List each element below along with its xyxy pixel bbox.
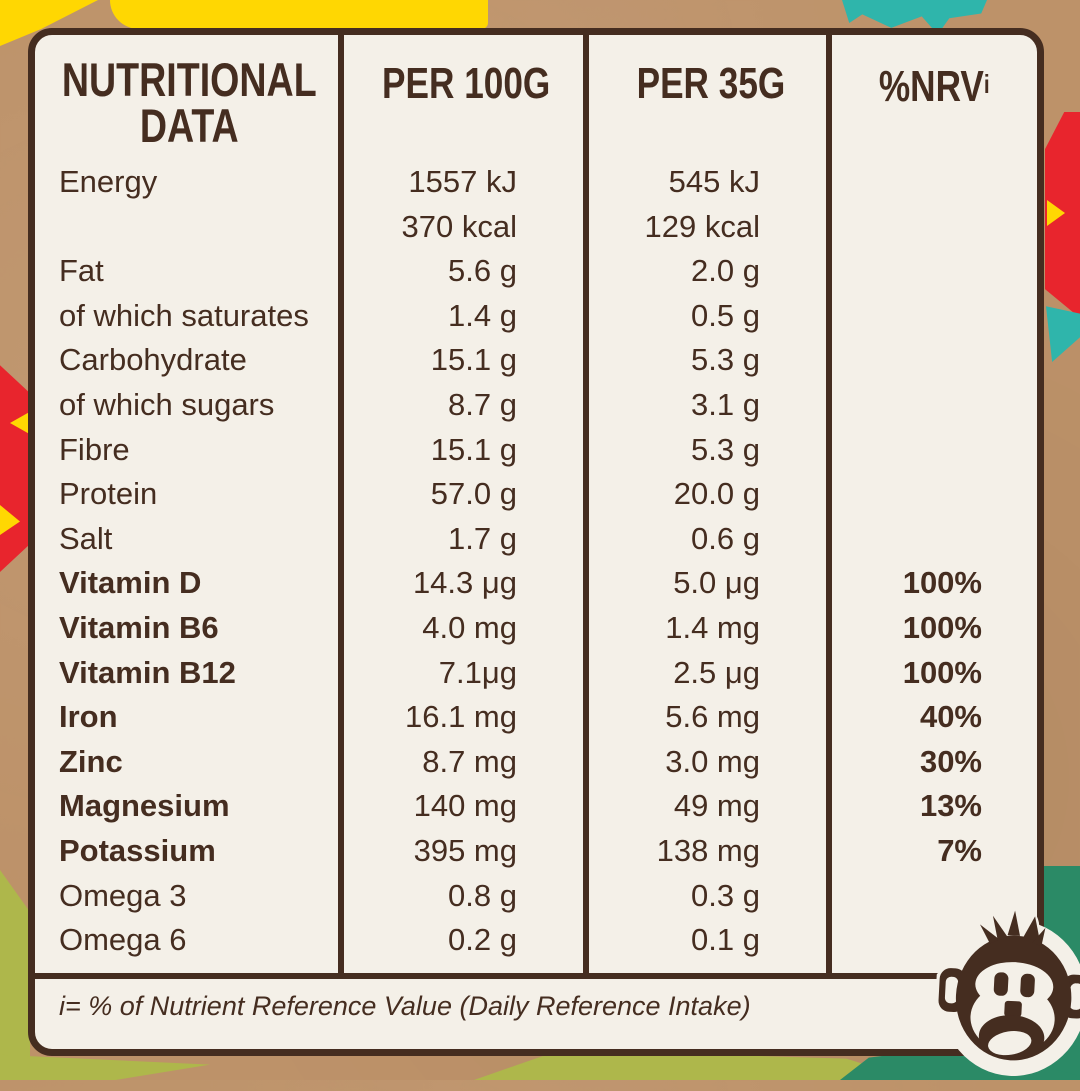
table-row: 370 kcal 129 kcal (401, 208, 760, 244)
deco-red-left-shape (0, 365, 33, 572)
column-divider (583, 35, 589, 973)
column-divider (338, 35, 344, 973)
footnote-divider (35, 973, 1037, 979)
table-row: Protein 57.0 g 20.0 g (59, 476, 760, 512)
table-row: Iron 16.1 mg 5.6 mg 40% (59, 699, 982, 735)
header-per-100g: PER 100G (382, 59, 551, 108)
monkey-face-icon (931, 904, 1080, 1076)
table-row: of which sugars 8.7 g 3.1 g (59, 386, 760, 422)
column-divider (826, 35, 832, 973)
table-row: Fibre 15.1 g 5.3 g (59, 431, 760, 467)
table-row: Vitamin B6 4.0 mg 1.4 mg 100% (59, 609, 982, 645)
table-row: Fat 5.6 g 2.0 g (59, 253, 760, 289)
nutrition-table: NUTRITIONAL DATA PER 100G PER 35G %NRVi … (28, 28, 1044, 1056)
monkey-logo (931, 896, 1080, 1086)
table-row: Omega 3 0.8 g 0.3 g (59, 877, 760, 913)
table-row: Magnesium 140 mg 49 mg 13% (59, 788, 982, 824)
table-row: Vitamin B12 7.1μg 2.5 μg 100% (59, 654, 982, 690)
table-body: Energy 1557 kJ 545 kJ 370 kcal 129 kcal Fat… (35, 160, 1037, 963)
header-per-35g: PER 35G (636, 59, 785, 108)
header-nrv: %NRVi (879, 62, 990, 111)
deco-lime-bottom-left-shape (0, 1054, 210, 1080)
deco-yellow-band (110, 0, 488, 29)
table-row: of which saturates 1.4 g 0.5 g (59, 297, 760, 333)
deco-lime-left-shape (0, 870, 30, 1080)
table-row: Salt 1.7 g 0.6 g (59, 520, 760, 556)
nrv-footnote: i= % of Nutrient Reference Value (Daily … (59, 991, 751, 1021)
table-row: Omega 6 0.2 g 0.1 g (59, 922, 760, 958)
table-header-row: NUTRITIONAL DATA PER 100G PER 35G %NRVi (35, 35, 1037, 160)
table-row: Vitamin D 14.3 μg 5.0 μg 100% (59, 565, 982, 601)
deco-lime-bottom-shape (474, 1054, 915, 1080)
table-row: Potassium 395 mg 138 mg 7% (59, 832, 982, 868)
table-row: Energy 1557 kJ 545 kJ (59, 164, 760, 199)
table-row: Carbohydrate 15.1 g 5.3 g (59, 342, 760, 378)
table-row: Zinc 8.7 mg 3.0 mg 30% (59, 743, 982, 779)
header-nutritional-data: NUTRITIONAL DATA (62, 53, 317, 152)
